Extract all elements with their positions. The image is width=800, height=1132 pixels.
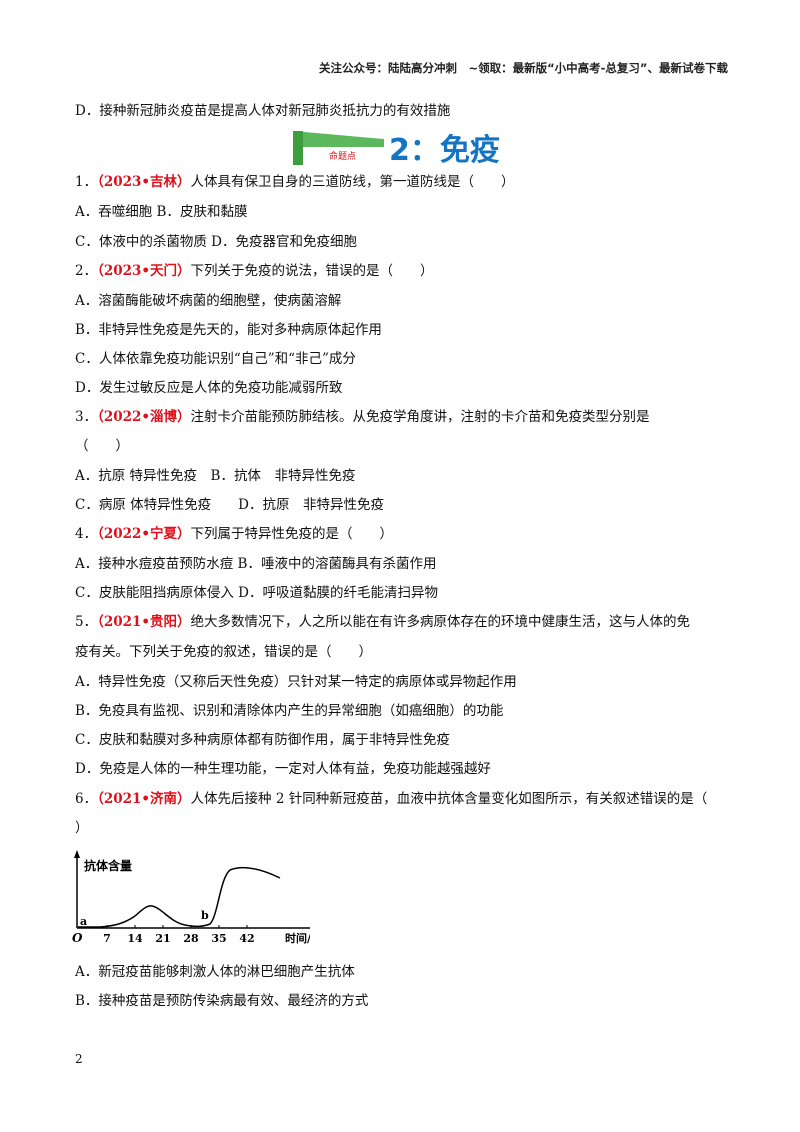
answer-option: B．接种疫苗是预防传染病最有效、最经济的方式 (75, 993, 369, 1009)
question-number: 4． (75, 526, 98, 542)
answer-option: A．新冠疫苗能够刺激人体的淋巴细胞产生抗体 (75, 964, 355, 980)
question-source: （2023•天门） (97, 263, 191, 279)
answer-option: C．体液中的杀菌物质 D．免疫器官和免疫细胞 (75, 234, 357, 250)
question-stem: 1．（2023•吉林）人体具有保卫自身的三道防线，第一道防线是（ ） (75, 170, 515, 190)
question-text: 下列关于免疫的说法，错误的是（ ） (190, 263, 434, 279)
answer-option: C．人体依靠免疫功能识别“自己”和“非己”成分 (75, 351, 356, 367)
x-axis-label: 时间/天 (285, 931, 310, 945)
answer-option: C．皮肤和黏膜对多种病原体都有防御作用，属于非特异性免疫 (75, 732, 450, 748)
x-tick-label: 21 (155, 932, 170, 945)
question-source: （2023•吉林） (97, 174, 191, 190)
question-number: 1． (75, 174, 98, 190)
question-stem: 6．（2021•济南）人体先后接种 2 针同种新冠疫苗，血液中抗体含量变化如图所… (75, 787, 707, 807)
page-number: 2 (75, 1052, 83, 1066)
x-tick-label: 14 (127, 932, 143, 945)
section-badge: 命题点 (329, 152, 357, 162)
answer-option: B．免疫具有监视、识别和清除体内产生的异常细胞（如癌细胞）的功能 (75, 703, 504, 719)
question-number: 5． (75, 614, 98, 630)
page-header: 关注公众号：陆陆高分冲刺 ~领取：最新版“小中高考-总复习”、最新试卷下载 (318, 61, 728, 75)
question-source: （2022•淄博） (97, 409, 191, 425)
question-source: （2022•宁夏） (97, 526, 191, 542)
answer-option: D．免疫是人体的一种生理功能，一定对人体有益，免疫功能越强越好 (75, 761, 491, 777)
x-tick-label: 28 (183, 932, 199, 945)
answer-option: B．非特异性免疫是先天的，能对多种病原体起作用 (75, 322, 382, 338)
question-text-continued: （ ） (75, 438, 129, 454)
section-banner: 命题点 2：免疫 (289, 129, 519, 169)
question-source: （2021•济南） (97, 791, 191, 807)
flag-icon (293, 131, 384, 165)
question-number: 2． (75, 263, 98, 279)
question-stem: 3．（2022•淄博）注射卡介苗能预防肺结核。从免疫学角度讲，注射的卡介苗和免疫… (75, 405, 650, 425)
question-text: 人体具有保卫自身的三道防线，第一道防线是（ ） (190, 174, 515, 190)
answer-option: C．病原 体特异性免疫 D．抗原 非特异性免疫 (75, 497, 384, 513)
question-text: 下列属于特异性免疫的是（ ） (190, 526, 394, 542)
question-text: 人体先后接种 2 针同种新冠疫苗，血液中抗体含量变化如图所示，有关叙述错误的是（ (190, 791, 708, 807)
question-text-continued: 疫有关。下列关于免疫的叙述，错误的是（ ） (75, 644, 372, 660)
y-arrow-icon (74, 850, 80, 858)
answer-option: A．抗原 特异性免疫 B．抗体 非特异性免疫 (75, 468, 356, 484)
question-stem: 4．（2022•宁夏）下列属于特异性免疫的是（ ） (75, 522, 393, 542)
answer-option: A．接种水痘疫苗预防水痘 B．唾液中的溶菌酶具有杀菌作用 (75, 556, 437, 572)
question-source: （2021•贵阳） (97, 614, 191, 630)
antibody-curve (78, 866, 281, 928)
section-title: 2：免疫 (389, 133, 500, 168)
previous-option: D．接种新冠肺炎疫苗是提高人体对新冠肺炎抵抗力的有效措施 (75, 103, 451, 119)
antibody-chart: 抗体含量 O 7 14 21 28 35 42 时间/天 a b (72, 850, 310, 945)
answer-option: A．吞噬细胞 B．皮肤和黏膜 (75, 204, 248, 220)
point-a-label: a (80, 915, 87, 928)
answer-option: C．皮肤能阻挡病原体侵入 D．呼吸道黏膜的纤毛能清扫异物 (75, 585, 438, 601)
origin-label: O (72, 931, 83, 945)
question-number: 6． (75, 791, 98, 807)
answer-option: A．溶菌酶能破坏病菌的细胞壁，使病菌溶解 (75, 293, 342, 309)
answer-option: A．特异性免疫（又称后天性免疫）只针对某一特定的病原体或异物起作用 (75, 674, 517, 690)
x-tick-label: 35 (211, 932, 226, 945)
question-text-continued: ） (75, 820, 89, 836)
answer-option: D．发生过敏反应是人体的免疫功能减弱所致 (75, 380, 343, 396)
question-stem: 5．（2021•贵阳）绝大多数情况下，人之所以能在有许多病原体存在的环境中健康生… (75, 610, 690, 630)
x-tick-label: 7 (103, 932, 111, 945)
x-tick-label: 42 (239, 932, 254, 945)
y-axis-label: 抗体含量 (84, 858, 132, 873)
question-stem: 2．（2023•天门）下列关于免疫的说法，错误的是（ ） (75, 259, 434, 279)
question-text: 绝大多数情况下，人之所以能在有许多病原体存在的环境中健康生活，这与人体的免 (190, 614, 691, 630)
question-text: 注射卡介苗能预防肺结核。从免疫学角度讲，注射的卡介苗和免疫类型分别是 (190, 409, 650, 425)
question-number: 3． (75, 409, 98, 425)
point-b-label: b (201, 909, 209, 922)
